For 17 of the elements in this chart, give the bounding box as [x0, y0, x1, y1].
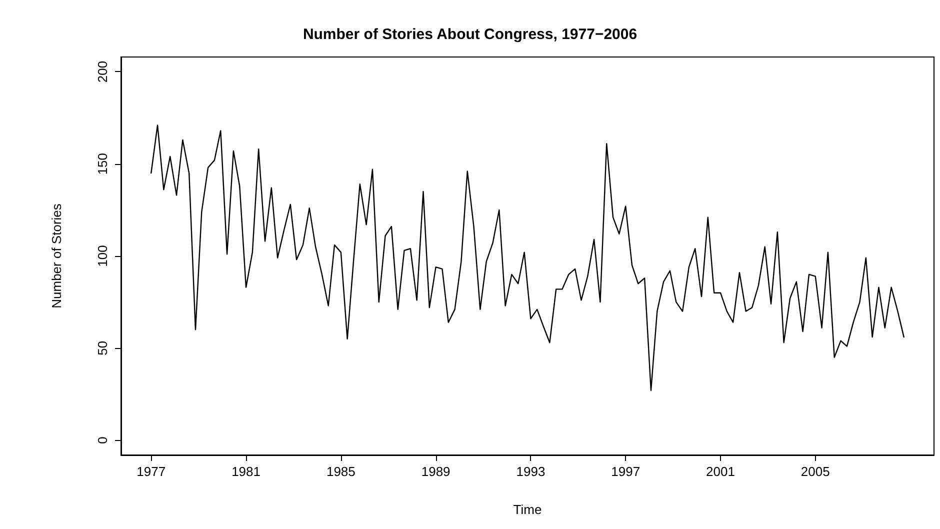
x-tick-label: 1985: [326, 464, 356, 479]
y-tick-label: 200: [95, 60, 110, 83]
x-tick-label: 2001: [706, 464, 735, 479]
x-tick-label: 1977: [136, 464, 166, 479]
x-tick-label: 1993: [516, 464, 546, 479]
y-tick-label: 0: [95, 436, 110, 444]
y-tick-label: 50: [95, 340, 110, 356]
x-tick-label: 1997: [611, 464, 640, 479]
x-axis-title: Time: [513, 502, 542, 517]
y-tick-label: 100: [95, 245, 110, 267]
line-series: [150, 124, 904, 392]
y-axis-title: Number of Stories: [49, 203, 64, 308]
x-tick-label: 1989: [421, 464, 450, 479]
y-tick-label: 150: [95, 153, 110, 175]
x-tick-label: 1981: [232, 464, 260, 479]
x-tick-label: 2005: [800, 464, 830, 479]
chart-title: Number of Stories About Congress, 1977−2006: [302, 26, 638, 43]
